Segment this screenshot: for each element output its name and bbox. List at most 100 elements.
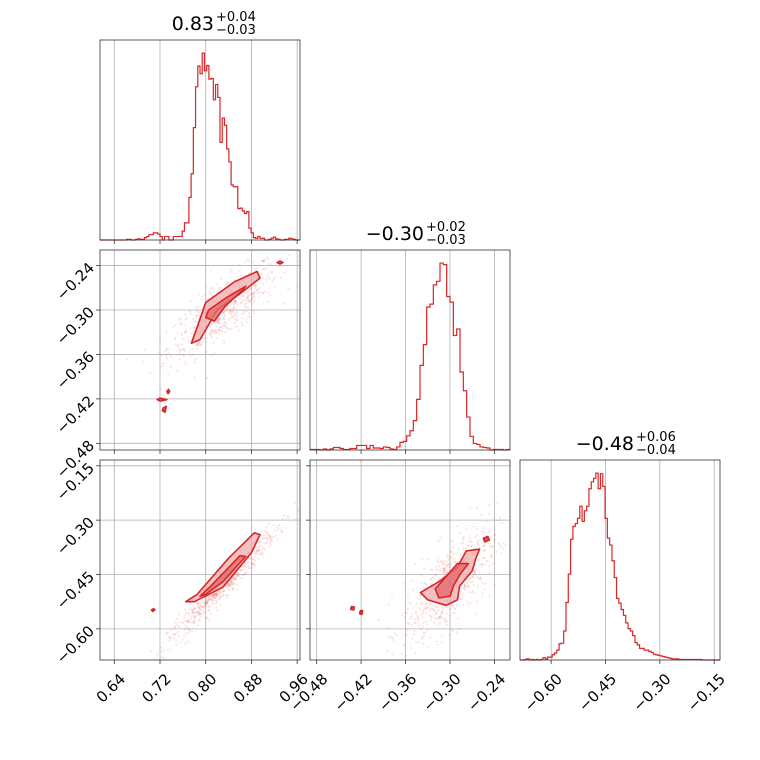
scatter-point [253, 284, 257, 287]
y-tick-label: −0.42 [53, 392, 98, 437]
scatter-point [252, 563, 256, 566]
scatter-point [184, 318, 187, 321]
scatter-point [227, 594, 230, 597]
scatter-point [265, 530, 268, 533]
scatter-point [466, 603, 470, 606]
scatter-point [420, 637, 423, 641]
scatter-point [254, 550, 257, 553]
scatter-point [462, 535, 465, 538]
scatter-point [438, 565, 441, 568]
scatter-point [250, 298, 253, 302]
y-tick-label: −0.60 [53, 622, 98, 667]
scatter-point [195, 309, 198, 312]
scatter-point [499, 545, 502, 548]
scatter-point [202, 340, 205, 343]
scatter-point [243, 564, 246, 568]
scatter-point [271, 271, 274, 274]
scatter-point [269, 538, 272, 541]
contour-0_2-1 [199, 554, 247, 598]
scatter-point [210, 595, 213, 598]
scatter-point [220, 277, 223, 281]
scatter-point [415, 602, 418, 605]
scatter-point [258, 264, 261, 267]
scatter-point [183, 331, 187, 334]
scatter-point [430, 616, 433, 620]
scatter-point [225, 593, 228, 596]
scatter-point [223, 314, 226, 317]
scatter-point [443, 567, 446, 570]
scatter-point [440, 641, 443, 644]
scatter-point [252, 291, 256, 294]
scatter-point [215, 331, 218, 334]
scatter-point [187, 631, 190, 635]
scatter-point [227, 585, 230, 588]
scatter-point [261, 545, 264, 549]
scatter-point [440, 567, 443, 570]
scatter-point [251, 291, 255, 294]
scatter-point [265, 537, 268, 540]
scatter-point [440, 613, 443, 616]
scatter-point [240, 569, 243, 572]
scatter-point [197, 602, 200, 606]
scatter-point [276, 528, 280, 531]
scatter-point [475, 600, 479, 603]
scatter-point [502, 547, 505, 550]
scatter-point [235, 309, 239, 312]
axes-frame-2-1 [309, 459, 511, 661]
scatter-point [226, 585, 230, 588]
scatter-point [200, 613, 204, 616]
scatter-point [254, 291, 257, 294]
scatter-point [280, 528, 283, 531]
y-tick-label: −0.30 [53, 513, 98, 558]
scatter-point [473, 546, 476, 549]
scatter-point [231, 582, 234, 586]
scatter-point [451, 540, 454, 543]
scatter-point [261, 273, 264, 276]
scatter-point [494, 528, 497, 531]
scatter-point [243, 260, 247, 263]
scatter-point [211, 353, 214, 356]
contour-0_1-5 [161, 405, 168, 414]
scatter-point [200, 605, 203, 608]
contour-1_2-1 [434, 562, 470, 599]
scatter-point [248, 299, 251, 302]
scatter-point [188, 628, 191, 631]
scatter-point [177, 343, 180, 346]
scatter-point [440, 560, 443, 563]
scatter-point [228, 584, 231, 588]
scatter-point [238, 568, 241, 571]
scatter-point [179, 317, 182, 320]
scatter-point [473, 591, 476, 594]
scatter-point [219, 318, 222, 321]
scatter-point [481, 563, 484, 566]
scatter-point [187, 608, 190, 611]
scatter-point [233, 317, 236, 320]
scatter-point [211, 599, 214, 602]
scatter-point [216, 594, 220, 597]
scatter-point [481, 581, 484, 584]
scatter-point [470, 545, 473, 548]
scatter-point [184, 620, 187, 623]
title-layer: 0.83 +0.04−0.03−0.30 +0.02−0.03−0.48 +0.06−… [172, 10, 676, 458]
scatter-point [214, 594, 218, 597]
scatter-point [256, 289, 259, 292]
scatter-point [198, 293, 201, 296]
contour-0_1-1 [204, 285, 247, 322]
scatter-point [436, 610, 439, 613]
scatter-point [209, 619, 212, 622]
scatter-point [207, 604, 210, 607]
scatter-point [216, 609, 219, 612]
scatter-point [465, 547, 468, 550]
scatter-point [236, 575, 239, 578]
scatter-point [425, 583, 428, 587]
scatter-point [164, 347, 167, 351]
scatter-point [446, 560, 449, 563]
scatter-point [210, 336, 214, 339]
scatter-point [149, 650, 153, 653]
scatter-point [271, 539, 274, 542]
scatter-point [183, 323, 186, 326]
scatter-point [202, 337, 205, 340]
scatter-point [274, 534, 277, 537]
scatter-point [197, 342, 201, 346]
